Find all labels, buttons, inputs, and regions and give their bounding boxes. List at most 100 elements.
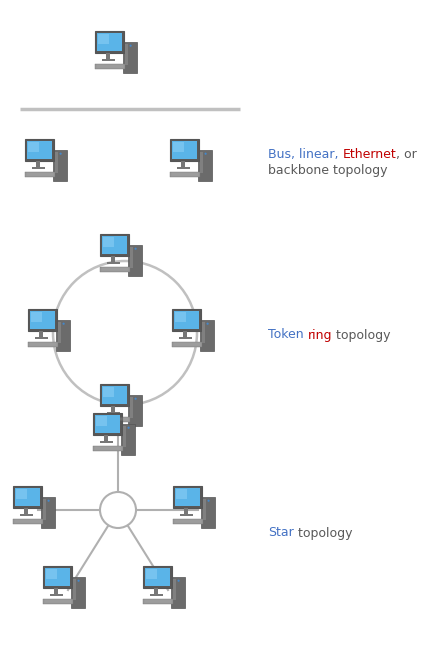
FancyBboxPatch shape bbox=[184, 508, 188, 514]
FancyBboxPatch shape bbox=[173, 519, 203, 523]
FancyBboxPatch shape bbox=[35, 337, 48, 339]
Circle shape bbox=[134, 247, 137, 250]
FancyBboxPatch shape bbox=[111, 256, 115, 262]
FancyBboxPatch shape bbox=[39, 331, 43, 337]
FancyBboxPatch shape bbox=[41, 497, 55, 528]
Text: Token: Token bbox=[268, 329, 307, 342]
FancyBboxPatch shape bbox=[100, 385, 129, 406]
Text: topology: topology bbox=[332, 329, 391, 342]
FancyBboxPatch shape bbox=[143, 566, 172, 588]
FancyBboxPatch shape bbox=[15, 488, 40, 506]
FancyBboxPatch shape bbox=[103, 387, 114, 397]
FancyBboxPatch shape bbox=[25, 139, 54, 161]
FancyBboxPatch shape bbox=[43, 599, 73, 603]
FancyBboxPatch shape bbox=[171, 577, 185, 608]
Text: Bus, linear,: Bus, linear, bbox=[268, 148, 343, 161]
FancyBboxPatch shape bbox=[55, 152, 58, 173]
FancyBboxPatch shape bbox=[173, 486, 202, 508]
FancyBboxPatch shape bbox=[102, 236, 127, 255]
Circle shape bbox=[128, 426, 129, 429]
FancyBboxPatch shape bbox=[100, 267, 130, 271]
FancyBboxPatch shape bbox=[100, 441, 113, 443]
FancyBboxPatch shape bbox=[13, 486, 42, 508]
FancyBboxPatch shape bbox=[146, 569, 157, 579]
FancyBboxPatch shape bbox=[178, 337, 192, 339]
FancyBboxPatch shape bbox=[170, 139, 199, 161]
FancyBboxPatch shape bbox=[173, 142, 184, 152]
FancyBboxPatch shape bbox=[56, 320, 70, 351]
FancyBboxPatch shape bbox=[172, 141, 197, 159]
FancyBboxPatch shape bbox=[98, 34, 109, 44]
FancyBboxPatch shape bbox=[46, 569, 57, 579]
FancyBboxPatch shape bbox=[31, 312, 42, 322]
FancyBboxPatch shape bbox=[28, 142, 39, 152]
FancyBboxPatch shape bbox=[28, 309, 57, 331]
FancyBboxPatch shape bbox=[24, 508, 28, 514]
FancyBboxPatch shape bbox=[73, 579, 76, 600]
Circle shape bbox=[77, 579, 80, 582]
FancyBboxPatch shape bbox=[30, 311, 55, 329]
Text: Ethernet: Ethernet bbox=[343, 148, 396, 161]
FancyBboxPatch shape bbox=[200, 320, 214, 351]
Circle shape bbox=[207, 499, 210, 502]
FancyBboxPatch shape bbox=[27, 141, 52, 159]
FancyBboxPatch shape bbox=[32, 167, 45, 169]
FancyBboxPatch shape bbox=[43, 499, 46, 519]
FancyBboxPatch shape bbox=[95, 64, 125, 68]
FancyBboxPatch shape bbox=[36, 161, 40, 167]
FancyBboxPatch shape bbox=[121, 424, 135, 455]
FancyBboxPatch shape bbox=[13, 519, 43, 523]
FancyBboxPatch shape bbox=[100, 234, 129, 256]
FancyBboxPatch shape bbox=[154, 588, 158, 594]
FancyBboxPatch shape bbox=[202, 322, 205, 342]
Circle shape bbox=[129, 45, 132, 47]
FancyBboxPatch shape bbox=[111, 406, 115, 411]
FancyBboxPatch shape bbox=[175, 488, 200, 506]
FancyBboxPatch shape bbox=[71, 577, 85, 608]
FancyBboxPatch shape bbox=[97, 33, 122, 51]
FancyBboxPatch shape bbox=[172, 342, 202, 346]
Text: topology: topology bbox=[294, 527, 352, 540]
FancyBboxPatch shape bbox=[145, 568, 170, 587]
FancyBboxPatch shape bbox=[175, 312, 186, 322]
FancyBboxPatch shape bbox=[173, 579, 176, 600]
Circle shape bbox=[205, 152, 206, 155]
Circle shape bbox=[62, 323, 65, 325]
FancyBboxPatch shape bbox=[103, 237, 114, 247]
FancyBboxPatch shape bbox=[123, 42, 137, 73]
FancyBboxPatch shape bbox=[106, 53, 110, 59]
FancyBboxPatch shape bbox=[43, 566, 72, 588]
FancyBboxPatch shape bbox=[16, 489, 27, 499]
FancyBboxPatch shape bbox=[174, 311, 199, 329]
Text: ring: ring bbox=[307, 329, 332, 342]
FancyBboxPatch shape bbox=[172, 309, 201, 331]
FancyBboxPatch shape bbox=[150, 594, 163, 596]
FancyBboxPatch shape bbox=[95, 31, 124, 53]
FancyBboxPatch shape bbox=[201, 497, 215, 528]
FancyBboxPatch shape bbox=[123, 426, 126, 447]
FancyBboxPatch shape bbox=[101, 59, 115, 61]
FancyBboxPatch shape bbox=[58, 322, 61, 342]
FancyBboxPatch shape bbox=[28, 342, 58, 346]
FancyBboxPatch shape bbox=[198, 150, 212, 181]
FancyBboxPatch shape bbox=[170, 172, 200, 176]
Circle shape bbox=[178, 579, 180, 582]
FancyBboxPatch shape bbox=[45, 568, 70, 587]
FancyBboxPatch shape bbox=[93, 413, 122, 435]
FancyBboxPatch shape bbox=[176, 489, 187, 499]
FancyBboxPatch shape bbox=[95, 415, 120, 434]
FancyBboxPatch shape bbox=[20, 514, 33, 516]
Text: , or: , or bbox=[396, 148, 417, 161]
FancyBboxPatch shape bbox=[128, 245, 142, 276]
Circle shape bbox=[134, 398, 137, 400]
FancyBboxPatch shape bbox=[125, 44, 128, 64]
FancyBboxPatch shape bbox=[49, 594, 63, 596]
FancyBboxPatch shape bbox=[107, 411, 120, 414]
FancyBboxPatch shape bbox=[107, 262, 120, 264]
Ellipse shape bbox=[100, 492, 136, 528]
Circle shape bbox=[206, 323, 209, 325]
FancyBboxPatch shape bbox=[182, 161, 185, 167]
Circle shape bbox=[60, 152, 62, 155]
Text: Star: Star bbox=[268, 527, 294, 540]
FancyBboxPatch shape bbox=[100, 417, 130, 422]
